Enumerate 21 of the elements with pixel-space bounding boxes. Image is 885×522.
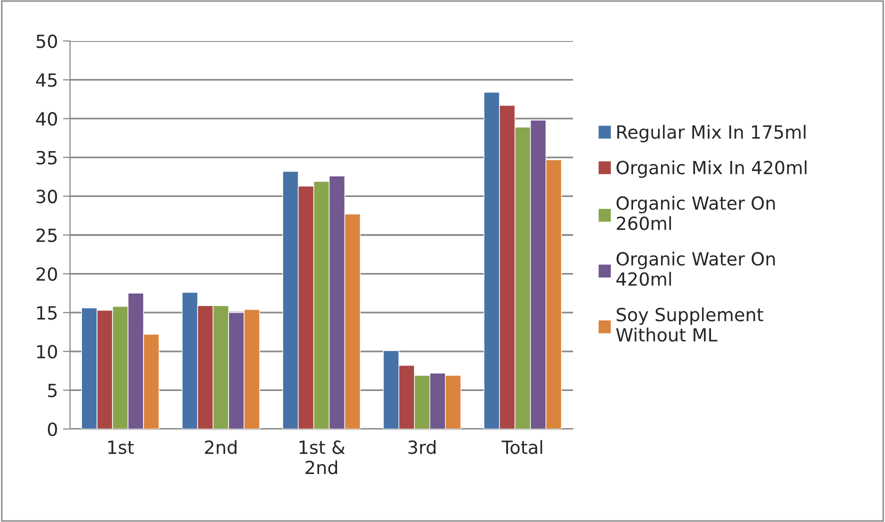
legend-label: Regular Mix In 175ml [617,124,806,142]
x-tick-label: 1st & 2nd [300,440,345,474]
legend-label: Organic Mix In 420ml [616,160,806,178]
legend-label: Soy Supplement Without ML [616,307,764,342]
legend-label: Organic Water On 420ml [616,252,775,286]
x-tick-label: 1st [108,440,134,454]
y-tick-label: 40 [36,112,57,126]
x-tick-label: 3rd [408,440,436,454]
y-tick-label: 10 [37,344,57,359]
y-tick-label: 45 [36,73,57,87]
y-tick-label: 15 [37,306,57,320]
x-tick-label: 2nd [205,440,236,454]
y-tick-label: 50 [36,34,57,48]
y-tick-label: 0 [48,422,57,436]
y-tick-label: 5 [48,384,57,398]
y-tick-label: 25 [36,228,57,242]
y-tick-label: 35 [36,150,57,165]
x-tick-label: Total [502,440,542,454]
y-tick-label: 30 [36,190,57,204]
legend-label: Organic Water On 260ml [616,196,775,230]
y-tick-label: 20 [36,267,57,281]
